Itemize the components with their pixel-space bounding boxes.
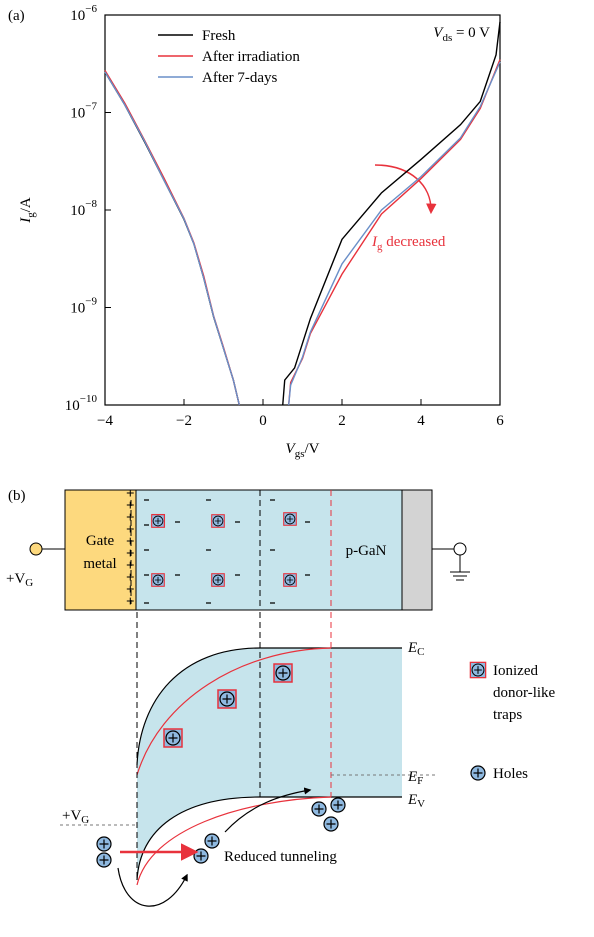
tick-exponent: −10 xyxy=(80,393,98,405)
x-tick-label: 6 xyxy=(496,413,504,429)
x-tick-label: 2 xyxy=(338,413,346,429)
ef-label: EF xyxy=(407,769,423,787)
vg-sub: G xyxy=(25,577,33,589)
label-sub: gs xyxy=(295,448,305,460)
x-tick-label: −2 xyxy=(176,413,192,429)
series-line xyxy=(105,59,500,405)
e-main: E xyxy=(407,792,417,808)
y-tick-label: 10−9 xyxy=(70,296,97,317)
gate-label: Gate xyxy=(86,533,115,549)
panel-label: (b) xyxy=(8,488,26,504)
tick-base: 10 xyxy=(65,398,80,414)
tick-exponent: −6 xyxy=(85,3,97,15)
legend-traps: donor-like xyxy=(493,685,556,701)
tick-base: 10 xyxy=(70,8,85,24)
y-axis-label: Ig/A xyxy=(18,197,37,224)
tick-exponent: −7 xyxy=(85,101,97,113)
tick-exponent: −8 xyxy=(85,198,97,210)
legend-traps: Ionized xyxy=(493,663,538,679)
e-sub: F xyxy=(417,775,423,787)
plot-frame xyxy=(105,15,500,405)
label-rest: /V xyxy=(304,441,319,457)
series-line xyxy=(105,22,500,405)
tunneling-label: Reduced tunneling xyxy=(224,849,337,865)
legend-label: After irradiation xyxy=(202,49,300,65)
svg-text:+: + xyxy=(126,594,135,610)
panel-label: (a) xyxy=(8,8,25,24)
tick-exponent: −9 xyxy=(85,296,97,308)
ec-label: EC xyxy=(407,640,425,658)
label-rest: = 0 V xyxy=(452,25,490,41)
vg-band-label: +VG xyxy=(62,808,89,826)
annotation-arrow xyxy=(375,165,431,212)
x-tick-label: −4 xyxy=(97,413,113,429)
label-sub: ds xyxy=(442,32,452,44)
page: {"chart_data":{"type":"line","panel_labe… xyxy=(0,0,594,937)
y-tick-label: 10−7 xyxy=(70,101,97,122)
x-tick-label: 0 xyxy=(259,413,267,429)
ev-label: EV xyxy=(407,792,425,810)
vg-label: +VG xyxy=(6,571,33,589)
e-main: E xyxy=(407,640,417,656)
tick-base: 10 xyxy=(70,203,85,219)
gate-label: metal xyxy=(83,556,116,572)
annotation: Vds = 0 V xyxy=(433,25,490,44)
x-tick-label: 4 xyxy=(417,413,425,429)
e-sub: C xyxy=(417,646,424,658)
e-main: E xyxy=(407,769,417,785)
legend-holes: Holes xyxy=(493,766,528,782)
e-sub: V xyxy=(417,798,425,810)
y-tick-label: 10−6 xyxy=(70,3,97,24)
label-rest: /A xyxy=(18,197,34,212)
legend-traps: traps xyxy=(493,707,522,723)
y-tick-label: 10−8 xyxy=(70,198,97,219)
figure: (a) (b) ++++++++++ Gate metal p-GaN +VG xyxy=(0,0,594,937)
annotation: Ig decreased xyxy=(371,234,446,253)
vg-main: +V xyxy=(6,571,25,587)
tick-base: 10 xyxy=(70,106,85,122)
y-tick-label: 10−10 xyxy=(65,393,98,414)
x-axis-label: Vgs/V xyxy=(286,441,320,460)
pgan-label: p-GaN xyxy=(346,543,387,559)
vg-sub: G xyxy=(81,814,89,826)
tick-base: 10 xyxy=(70,301,85,317)
device: ++++++++++ Gate metal p-GaN +VG xyxy=(6,486,470,610)
legend-label: After 7-days xyxy=(202,70,278,86)
legend-label: Fresh xyxy=(202,28,236,44)
vg-main: +V xyxy=(62,808,81,824)
label-rest: decreased xyxy=(383,234,446,250)
